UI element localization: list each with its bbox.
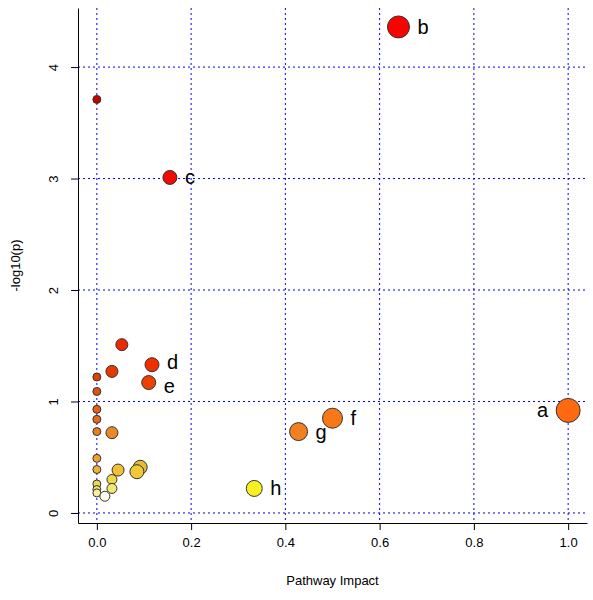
chart: 0.0 0.2 0.4 0.6 0.8 1.0 0 1 2 3 4 Pathway Impact -lo…: [0, 0, 593, 600]
y-tick: 2: [46, 287, 78, 294]
point-label: c: [185, 166, 195, 188]
y-axis-title: -log10(p): [8, 239, 23, 291]
point: [93, 454, 101, 462]
points: [93, 16, 580, 501]
grid-line: [78, 401, 587, 402]
grid: [78, 8, 587, 523]
point: [130, 465, 144, 479]
point: [387, 16, 409, 38]
point: [290, 423, 308, 441]
x-tick-label: 0.6: [371, 535, 389, 550]
x-tick-label: 0.4: [277, 535, 295, 550]
y-axis-line: [78, 9, 79, 524]
y-tick-label: 4: [46, 64, 61, 71]
x-tick: 0.4: [277, 523, 295, 550]
point: [93, 387, 101, 395]
x-tick-mark: [97, 523, 98, 530]
y-tick-mark: [71, 67, 78, 68]
point: [106, 427, 118, 439]
y-tick-label: 0: [46, 510, 61, 517]
x-tick-mark: [285, 523, 286, 530]
point: [556, 398, 580, 422]
x-axis-line: [79, 523, 588, 524]
grid-line: [568, 8, 569, 523]
point: [163, 170, 177, 184]
point: [93, 428, 101, 436]
point-label: f: [351, 407, 357, 429]
grid-line: [191, 8, 192, 523]
x-tick: 1.0: [560, 523, 578, 550]
point-label: h: [270, 477, 281, 499]
point: [93, 95, 101, 103]
grid-line: [473, 8, 474, 523]
y-axis: 0 1 2 3 4: [46, 9, 79, 524]
y-tick-mark: [71, 513, 78, 514]
point: [246, 480, 262, 496]
point: [116, 339, 128, 351]
point: [93, 405, 101, 413]
grid-line: [379, 8, 380, 523]
y-tick: 1: [46, 398, 78, 405]
x-tick-label: 0.8: [465, 535, 483, 550]
point-label: d: [167, 351, 178, 373]
y-tick-mark: [71, 290, 78, 291]
point: [112, 464, 124, 476]
grid-line: [78, 512, 587, 513]
point: [106, 365, 118, 377]
x-tick: 0.2: [183, 523, 201, 550]
grid-line: [78, 67, 587, 68]
grid-line: [96, 8, 97, 523]
point: [93, 415, 101, 423]
x-tick: 0.8: [465, 523, 483, 550]
point: [93, 373, 101, 381]
x-tick: 0.0: [88, 523, 106, 550]
x-tick: 0.6: [371, 523, 389, 550]
x-tick-label: 1.0: [560, 535, 578, 550]
point: [142, 376, 156, 390]
y-tick: 3: [46, 175, 78, 182]
x-tick-mark: [191, 523, 192, 530]
y-tick-label: 1: [46, 398, 61, 405]
point-label: a: [537, 399, 549, 421]
y-tick-label: 2: [46, 287, 61, 294]
grid-line: [78, 178, 587, 179]
y-tick: 4: [46, 64, 78, 71]
y-tick-mark: [71, 401, 78, 402]
y-tick-mark: [71, 179, 78, 180]
x-tick-mark: [474, 523, 475, 530]
x-tick-mark: [380, 523, 381, 530]
grid-line: [78, 290, 587, 291]
point-label: b: [417, 16, 428, 38]
point: [107, 483, 117, 493]
x-tick-label: 0.0: [88, 535, 106, 550]
point-label: g: [316, 421, 327, 443]
point-labels: b c de a f g h: [164, 16, 549, 499]
x-axis-title: Pathway Impact: [286, 573, 379, 588]
x-tick-label: 0.2: [183, 535, 201, 550]
y-tick: 0: [46, 510, 78, 517]
x-tick-mark: [568, 523, 569, 530]
point-label: e: [164, 375, 175, 397]
grid-line: [285, 8, 286, 523]
x-axis: 0.0 0.2 0.4 0.6 0.8 1.0: [79, 523, 588, 550]
y-tick-label: 3: [46, 175, 61, 182]
point: [145, 358, 159, 372]
point: [100, 491, 110, 501]
point: [93, 465, 101, 473]
